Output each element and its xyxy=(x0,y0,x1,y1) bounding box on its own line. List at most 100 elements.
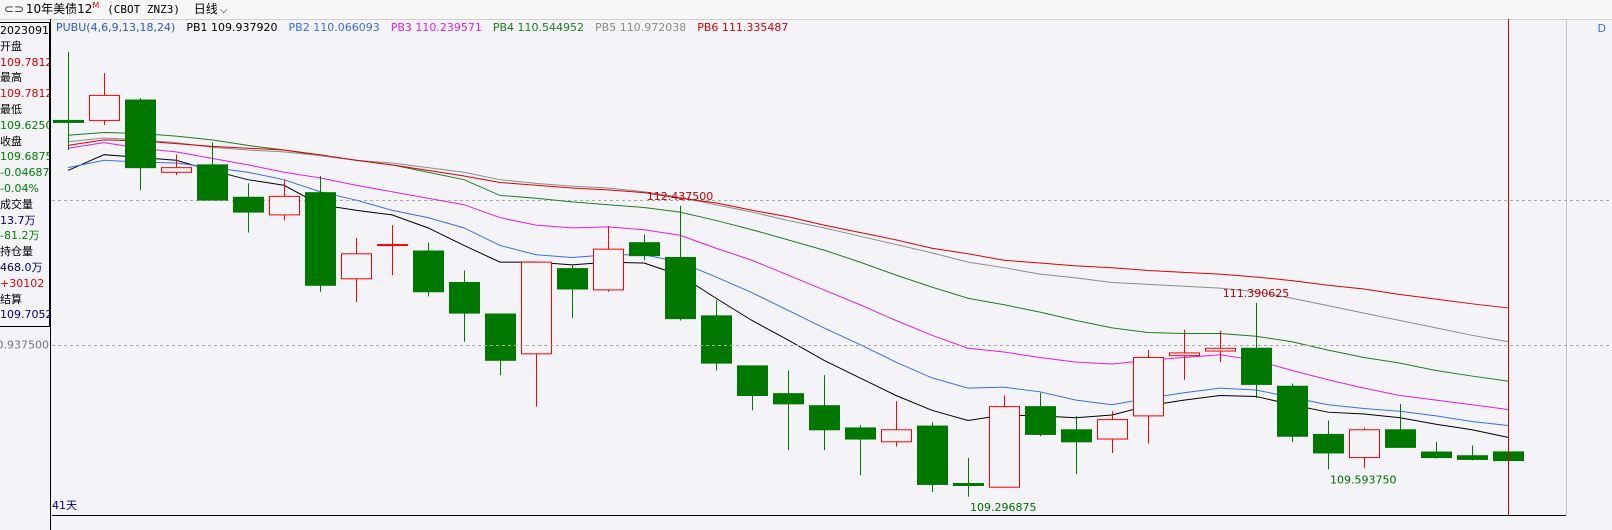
candle-body xyxy=(1421,451,1452,459)
plot xyxy=(53,51,1524,497)
candle-body xyxy=(737,365,768,397)
info-label: 结算 xyxy=(0,292,22,306)
legend: PUBU(4,6,9,13,18,24) PB1 109.937920 PB2 11… xyxy=(56,20,799,36)
toolbar: ⊂⊃ 10年美债12M (CBOT ZNZ3) 日线 ⌵ xyxy=(0,0,1612,20)
info-value: 13.7万 xyxy=(0,213,36,227)
candle-body xyxy=(809,405,840,431)
candle-body xyxy=(665,257,696,320)
legend-value: 110.544952 xyxy=(517,21,585,34)
period-label: 日线 xyxy=(193,2,218,16)
candle-body xyxy=(1385,429,1416,448)
candle-body xyxy=(1457,455,1488,460)
pubu-line xyxy=(67,131,1509,382)
candle-body xyxy=(953,483,984,487)
candle-body xyxy=(1133,357,1164,417)
legend-item: PB2 110.066093 xyxy=(289,21,380,34)
info-value: 109.6875 xyxy=(0,150,49,164)
info-value: 468.0万 xyxy=(0,260,43,274)
candle-body xyxy=(1169,352,1200,357)
candle-body xyxy=(1097,419,1128,440)
candle-body xyxy=(485,313,516,361)
legend-name: PB1 xyxy=(186,21,208,34)
candle-body xyxy=(701,315,732,364)
price-annotation: 112.437500 xyxy=(647,190,713,203)
info-label: 收盘 xyxy=(0,134,22,148)
period[interactable]: 日线 ⌵ xyxy=(194,0,228,20)
info-label: 成交量 xyxy=(0,197,33,211)
candle-body xyxy=(233,196,264,213)
candle-body xyxy=(125,99,156,169)
legend-item: PB4 110.544952 xyxy=(493,21,584,34)
info-value: -81.2万 xyxy=(0,229,40,243)
candle-body xyxy=(1241,347,1272,385)
info-value: -0.04687 xyxy=(0,166,49,180)
info-label: 持仓量 xyxy=(0,245,33,259)
axis-header: D xyxy=(1598,22,1606,35)
price-annotation: 109.593750 xyxy=(1330,473,1396,486)
candle-body xyxy=(881,429,912,443)
candle-body xyxy=(305,192,336,286)
legend-name: PB6 xyxy=(697,21,719,34)
candle-body xyxy=(413,250,444,293)
candle-body xyxy=(1277,385,1308,437)
y-axis: 110.937500 xyxy=(0,339,49,352)
legend-value: 110.972038 xyxy=(619,21,687,34)
candle-body xyxy=(557,268,588,290)
dropdown-arrow: ⌵ xyxy=(219,5,228,16)
candle-body xyxy=(53,119,84,123)
price-annotation: 111.390625 xyxy=(1223,287,1289,300)
legend-name: PB3 xyxy=(390,21,412,34)
pubu-line xyxy=(67,159,1509,427)
candle-body xyxy=(161,167,192,173)
symbol-name: 10年美债12 xyxy=(25,2,93,16)
candle-body xyxy=(521,261,552,355)
candle-body xyxy=(1349,429,1380,459)
candle-body xyxy=(377,244,408,247)
candle-body xyxy=(989,406,1020,488)
pubu-line xyxy=(67,139,1509,309)
pubu-line xyxy=(67,137,1509,343)
legend-item: PB6 111.335487 xyxy=(697,21,788,34)
candle-body xyxy=(845,427,876,440)
candle-body xyxy=(1313,433,1344,454)
candle-body xyxy=(629,242,660,257)
info-panel: 20230913开盘109.7812最高109.7812最低109.6250收盘… xyxy=(0,22,50,327)
candle-body xyxy=(593,248,624,291)
legend-value: 110.239571 xyxy=(415,21,482,34)
info-label: 最高 xyxy=(0,71,22,85)
candle-body xyxy=(1025,406,1056,435)
legend-item: PB1 109.937920 xyxy=(186,21,277,34)
candle-body xyxy=(1205,347,1236,352)
price-annotation: 109.296875 xyxy=(970,501,1036,514)
symbol[interactable]: 10年美债12M xyxy=(26,0,99,19)
candle-body xyxy=(449,282,480,314)
legend-item: PB3 110.239571 xyxy=(391,21,482,34)
info-value: +30102 xyxy=(0,276,45,290)
info-value: 109.6250 xyxy=(0,118,49,132)
legend-value: 109.937920 xyxy=(211,21,278,34)
info-label: 最低 xyxy=(0,102,22,116)
info-value: 109.7052 xyxy=(0,308,49,322)
candle-body xyxy=(269,195,300,216)
info-value: 109.7812 xyxy=(0,87,49,101)
candle-body xyxy=(341,253,372,280)
symbol-sup: M xyxy=(92,1,100,10)
candle-body xyxy=(773,393,804,405)
info-date: 20230913 xyxy=(0,24,49,37)
legend-name: PB5 xyxy=(595,21,617,34)
legend-name: PB2 xyxy=(288,21,310,34)
legend-name: PB4 xyxy=(492,21,515,34)
footer: 41天 xyxy=(52,499,77,512)
legend-value: 111.335487 xyxy=(721,21,789,34)
candle-body xyxy=(917,425,948,485)
legend-value: 110.066093 xyxy=(313,21,380,34)
indicator-name: PUBU(4,6,9,13,18,24) xyxy=(56,21,176,34)
legend-item: PB5 110.972038 xyxy=(595,21,686,34)
y-tick-label: 110.937500 xyxy=(0,339,49,352)
info-value: -0.04% xyxy=(0,181,39,195)
info-label: 开盘 xyxy=(0,39,22,53)
candle-body xyxy=(197,164,228,201)
candle-body xyxy=(89,94,120,121)
